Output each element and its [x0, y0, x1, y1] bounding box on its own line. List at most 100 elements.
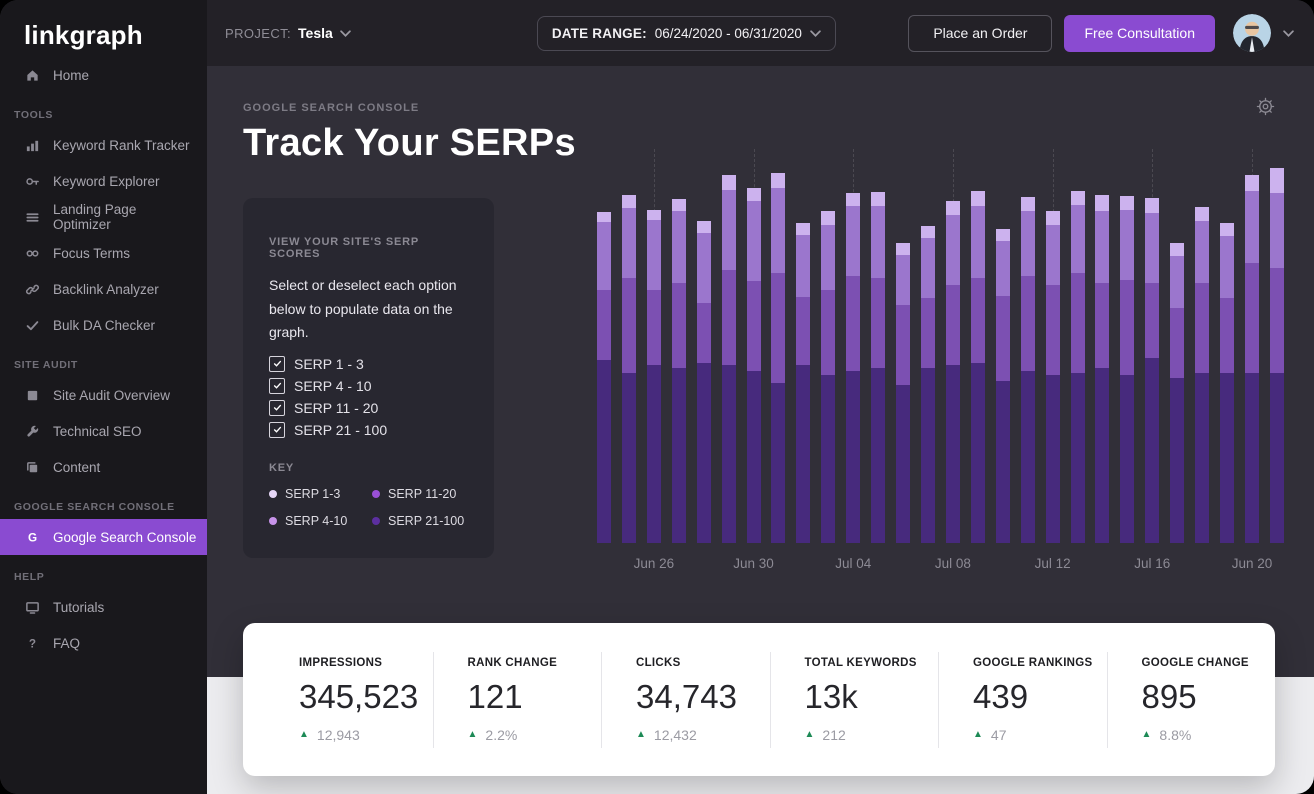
sidebar-item-keyword-explorer[interactable]: Keyword Explorer [0, 163, 207, 199]
bar-segment-serp-4-10 [920, 238, 935, 298]
bar-segment-serp-11-20 [796, 297, 811, 365]
bar-segment-serp-11-20 [1145, 283, 1160, 358]
serp-checkbox-serp-4-10[interactable]: SERP 4 - 10 [269, 377, 468, 394]
serp-checkbox-serp-21-100[interactable]: SERP 21 - 100 [269, 421, 468, 438]
x-axis-tick-label: Jun 20 [1231, 556, 1273, 571]
date-range-label: DATE RANGE: [551, 25, 647, 41]
project-selector[interactable]: PROJECT: Tesla [225, 25, 351, 41]
bar-segment-serp-4-10 [1045, 225, 1060, 285]
legend-label: SERP 11-20 [388, 486, 457, 501]
bar-segment-serp-11-20 [1269, 268, 1284, 373]
sidebar-item-backlink-analyzer[interactable]: Backlink Analyzer [0, 271, 207, 307]
bar-chart-icon [24, 137, 40, 153]
up-triangle-icon: ▲ [636, 728, 646, 740]
up-triangle-icon: ▲ [467, 728, 478, 740]
bar-segment-serp-1-3 [896, 243, 911, 255]
up-triangle-icon: ▲ [299, 728, 309, 740]
legend-dot-icon [372, 489, 380, 498]
bar-segment-serp-11-20 [995, 296, 1010, 381]
bar-segment-serp-21-100 [621, 373, 636, 543]
sidebar-item-home[interactable]: Home [0, 57, 207, 93]
bar-segment-serp-21-100 [1244, 373, 1259, 543]
chart-bar [771, 155, 786, 543]
project-label: PROJECT: [225, 25, 292, 41]
bar-segment-serp-21-100 [896, 385, 911, 543]
bar-segment-serp-4-10 [771, 188, 786, 273]
legend-dot-icon [372, 516, 380, 525]
bar-segment-serp-4-10 [1170, 256, 1185, 308]
bar-segment-serp-4-10 [696, 233, 711, 303]
avatar[interactable] [1233, 14, 1271, 52]
bar-segment-serp-4-10 [1070, 205, 1085, 273]
chart-bar [621, 155, 636, 543]
bar-segment-serp-21-100 [1120, 375, 1135, 543]
bar-segment-serp-4-10 [1120, 210, 1135, 280]
sidebar-item-tutorials[interactable]: Tutorials [0, 589, 207, 625]
bar-segment-serp-11-20 [746, 281, 761, 371]
sidebar-section-google-search-console: GOOGLE SEARCH CONSOLE [14, 501, 175, 513]
bar-segment-serp-21-100 [771, 383, 786, 543]
chevron-down-icon[interactable] [1283, 29, 1294, 37]
place-order-button[interactable]: Place an Order [908, 14, 1053, 52]
bar-segment-serp-21-100 [1145, 358, 1160, 543]
bar-segment-serp-1-3 [771, 173, 786, 188]
chart-bar [671, 155, 686, 543]
sidebar-item-faq[interactable]: ? FAQ [0, 625, 207, 661]
bar-segment-serp-21-100 [945, 365, 960, 543]
stat-delta: ▲ 212 [805, 727, 931, 743]
bar-segment-serp-4-10 [970, 206, 985, 278]
sidebar-item-landing-page-optimizer[interactable]: Landing Page Optimizer [0, 199, 207, 235]
bar-segment-serp-4-10 [1020, 211, 1035, 276]
sidebar-item-label: Focus Terms [53, 245, 131, 261]
bar-segment-serp-4-10 [995, 241, 1010, 296]
sidebar-item-focus-terms[interactable]: Focus Terms [0, 235, 207, 271]
stat-delta-value: 12,943 [316, 726, 360, 743]
sidebar-item-google-search-console[interactable]: G Google Search Console [0, 519, 207, 555]
checkbox-label: SERP 21 - 100 [294, 421, 388, 438]
sidebar-item-content[interactable]: Content [0, 449, 207, 485]
sidebar-item-site-audit-overview[interactable]: Site Audit Overview [0, 377, 207, 413]
bar-segment-serp-11-20 [945, 285, 960, 365]
bar-segment-serp-1-3 [621, 195, 636, 208]
bar-segment-serp-21-100 [721, 365, 736, 543]
chart-bar [1070, 155, 1085, 543]
date-range-selector[interactable]: DATE RANGE: 06/24/2020 - 06/31/2020 [536, 15, 836, 51]
sidebar-section-site-audit: SITE AUDIT [14, 359, 78, 371]
checkbox-checked-icon [269, 355, 285, 372]
chart-bar [920, 155, 935, 543]
wrench-icon [24, 423, 40, 439]
free-consultation-button[interactable]: Free Consultation [1064, 14, 1215, 52]
serp-checkbox-serp-1-3[interactable]: SERP 1 - 3 [269, 355, 468, 372]
bar-segment-serp-1-3 [597, 212, 611, 222]
bar-segment-serp-1-3 [1095, 195, 1110, 211]
sidebar-item-label: Technical SEO [53, 423, 142, 439]
bar-segment-serp-1-3 [970, 191, 985, 206]
gear-icon[interactable] [1255, 96, 1276, 122]
sidebar-item-label: Landing Page Optimizer [53, 202, 137, 232]
stat-label: GOOGLE CHANGE [1141, 656, 1249, 669]
bar-segment-serp-11-20 [1120, 280, 1135, 375]
serp-checkbox-serp-11-20[interactable]: SERP 11 - 20 [269, 399, 468, 416]
bar-segment-serp-1-3 [671, 199, 686, 211]
bar-segment-serp-21-100 [1220, 373, 1235, 543]
chart-bar [871, 155, 886, 543]
sidebar-item-keyword-rank-tracker[interactable]: Keyword Rank Tracker [0, 127, 207, 163]
sidebar-item-label: Keyword Rank Tracker [53, 137, 190, 153]
bar-segment-serp-11-20 [1170, 308, 1185, 378]
bar-segment-serp-21-100 [970, 363, 985, 543]
sidebar-item-technical-seo[interactable]: Technical SEO [0, 413, 207, 449]
bar-segment-serp-1-3 [721, 175, 736, 190]
serp-checkbox-group: SERP 1 - 3 SERP 4 - 10 SERP 11 - 20 SERP 21… [269, 355, 468, 438]
stat-label: CLICKS [636, 656, 681, 669]
bar-segment-serp-1-3 [1220, 223, 1235, 236]
bar-segment-serp-21-100 [920, 368, 935, 543]
sidebar-item-bulk-da-checker[interactable]: Bulk DA Checker [0, 307, 207, 343]
stat-value: 34,743 [636, 677, 737, 715]
bar-segment-serp-1-3 [646, 210, 661, 220]
sidebar-item-label: Bulk DA Checker [53, 317, 156, 333]
stat-delta-value: 47 [990, 726, 1007, 743]
bar-segment-serp-1-3 [871, 192, 886, 206]
bar-segment-serp-4-10 [671, 211, 686, 283]
bar-segment-serp-11-20 [1020, 276, 1035, 371]
page-title: Track Your SERPs [243, 122, 576, 164]
